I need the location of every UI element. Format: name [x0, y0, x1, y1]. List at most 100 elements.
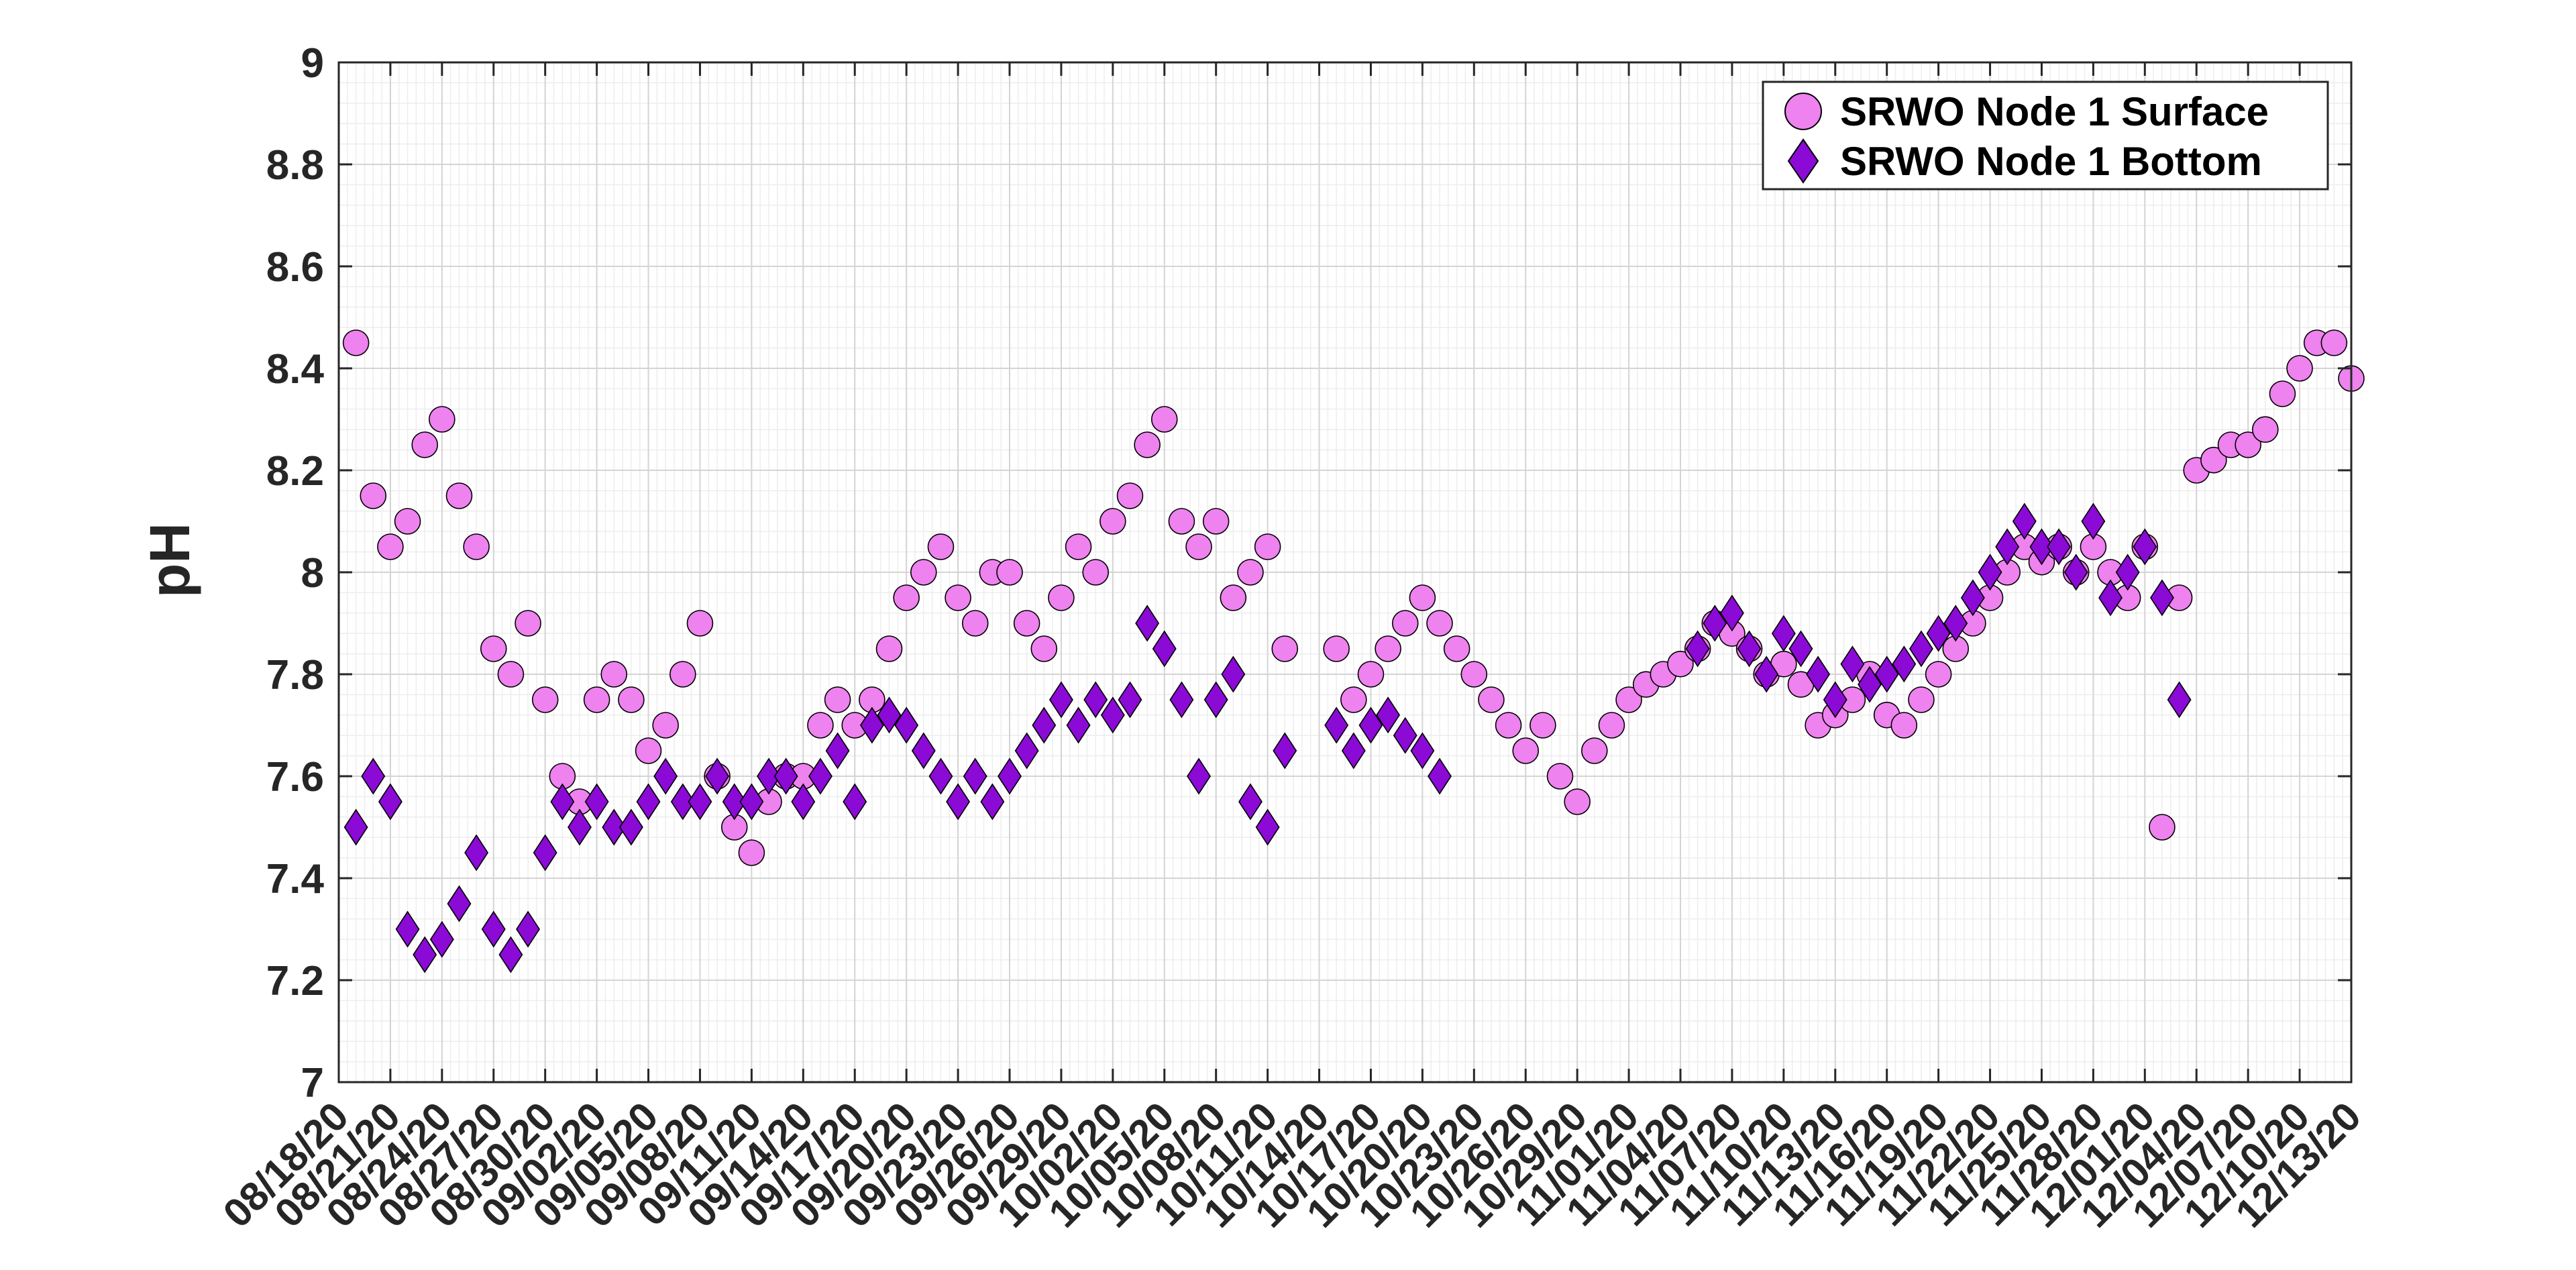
data-point: [1460, 661, 1488, 688]
data-point: [481, 910, 506, 948]
data-point: [413, 936, 437, 973]
data-point: [1237, 559, 1264, 586]
data-point: [1254, 533, 1281, 560]
data-point: [1118, 681, 1142, 719]
data-point: [670, 783, 695, 821]
data-point: [875, 635, 903, 662]
data-point: [1340, 686, 1367, 713]
data-point: [2167, 681, 2192, 719]
data-point: [361, 757, 386, 795]
data-point: [1271, 635, 1299, 662]
data-point: [515, 610, 541, 637]
data-point: [945, 584, 971, 611]
data-point: [360, 482, 387, 509]
data-point: [911, 732, 936, 770]
series-surface: [342, 329, 2365, 866]
data-point: [1048, 584, 1075, 611]
data-point: [2133, 528, 2157, 566]
data-point: [1341, 732, 1366, 770]
data-point: [1840, 645, 1865, 683]
data-point: [1324, 706, 1349, 744]
y-tick-label: 7.2: [266, 958, 324, 1004]
data-point: [1495, 712, 1522, 739]
y-tick-label: 9: [301, 40, 324, 87]
data-point: [1391, 610, 1419, 637]
data-point: [1960, 579, 1985, 617]
data-point: [2012, 502, 2037, 540]
data-point: [2251, 416, 2279, 443]
data-point: [531, 686, 559, 713]
data-point: [516, 910, 541, 948]
x-axis-ticks: 08/18/2008/21/2008/24/2008/27/2008/30/20…: [215, 62, 2369, 1236]
data-point: [2063, 553, 2088, 591]
data-point: [1478, 686, 1505, 713]
data-point: [533, 834, 557, 871]
data-point: [1238, 783, 1263, 821]
data-point: [1168, 508, 1195, 535]
data-point: [1806, 655, 1831, 693]
data-point: [618, 686, 645, 713]
data-point: [1703, 604, 1727, 642]
data-point: [1925, 661, 1952, 688]
series-bottom: [343, 502, 2192, 973]
y-tick-label: 7: [301, 1060, 324, 1106]
y-tick-label: 8.4: [266, 346, 325, 392]
data-point: [1203, 681, 1228, 719]
data-point: [429, 920, 454, 958]
y-tick-label: 8.2: [266, 448, 324, 494]
data-point: [600, 661, 628, 688]
data-point: [705, 757, 730, 795]
data-point: [963, 757, 987, 795]
data-point: [843, 783, 867, 821]
data-point: [1737, 630, 1762, 668]
data-point: [1529, 712, 1556, 739]
data-point: [1150, 406, 1178, 433]
data-point: [1065, 533, 1092, 560]
data-point: [619, 808, 643, 846]
data-point: [584, 783, 609, 821]
data-point: [1099, 508, 1126, 535]
data-point: [652, 712, 679, 739]
data-point: [343, 808, 368, 846]
data-point: [1908, 686, 1935, 713]
data-point: [2115, 553, 2140, 591]
data-point: [394, 508, 421, 535]
data-point: [1032, 706, 1057, 744]
data-point: [1409, 584, 1436, 611]
data-point: [1890, 712, 1918, 739]
legend-marker-diamond: [1787, 138, 1819, 184]
data-point: [1185, 533, 1212, 560]
data-point: [2286, 355, 2313, 382]
data-point: [927, 533, 955, 560]
data-point: [1892, 645, 1917, 683]
data-point: [1358, 706, 1383, 744]
data-point: [463, 533, 490, 560]
data-point: [1428, 757, 1452, 795]
data-point: [1083, 681, 1108, 719]
legend-label: SRWO Node 1 Surface: [1840, 89, 2269, 134]
data-point: [1685, 630, 1710, 668]
data-point: [808, 757, 833, 795]
data-point: [961, 610, 989, 637]
data-point: [1116, 482, 1144, 509]
data-point: [980, 783, 1005, 821]
y-tick-label: 7.8: [266, 652, 324, 698]
data-point: [377, 533, 404, 560]
data-point: [1221, 655, 1246, 693]
data-point: [550, 783, 575, 821]
data-point: [1943, 604, 1968, 642]
data-point: [1375, 635, 1401, 662]
data-point: [686, 610, 714, 637]
data-point: [583, 686, 610, 713]
data-point: [2098, 579, 2123, 617]
data-point: [636, 783, 661, 821]
data-point: [791, 783, 816, 821]
data-point: [480, 635, 507, 662]
data-point: [2235, 431, 2261, 458]
data-point: [1512, 737, 1540, 764]
series-layer: [342, 329, 2365, 973]
data-point: [1082, 559, 1110, 586]
y-tick-label: 8: [301, 550, 324, 596]
data-point: [1049, 681, 1073, 719]
legend-box: [1762, 81, 2329, 191]
